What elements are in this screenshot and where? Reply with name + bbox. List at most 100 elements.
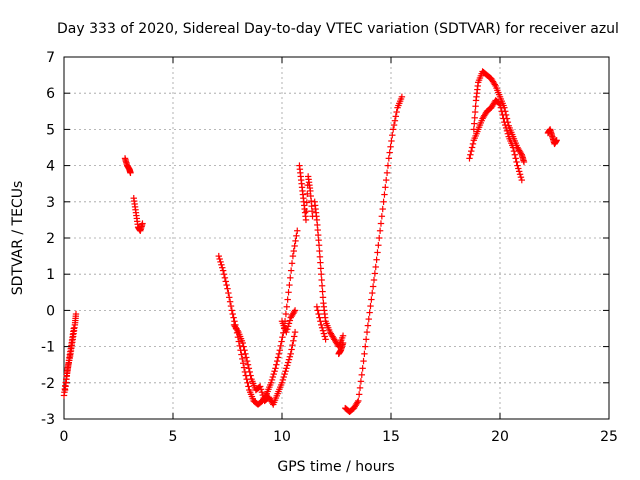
data-point (286, 281, 293, 289)
data-point (284, 326, 291, 333)
data-point (242, 350, 249, 358)
data-point (226, 294, 233, 301)
data-point (316, 253, 324, 261)
data-point (469, 140, 477, 148)
data-point (468, 147, 475, 155)
data-point (227, 302, 235, 310)
data-point (355, 391, 363, 398)
data-point (318, 276, 325, 284)
data-point (383, 169, 391, 177)
data-point (291, 333, 298, 340)
data-point (284, 323, 292, 330)
data-point (282, 310, 290, 318)
data-point (516, 171, 524, 178)
data-point (279, 333, 286, 341)
data-point (322, 336, 329, 343)
data-point (362, 343, 369, 350)
data-point (219, 267, 227, 274)
data-point (238, 351, 245, 358)
data-point (385, 155, 393, 162)
data-point (387, 143, 394, 150)
data-point (472, 103, 479, 110)
y-tick-label: 2 (46, 231, 55, 247)
data-point (244, 379, 251, 386)
data-point (285, 289, 292, 296)
data-point (70, 325, 78, 332)
y-tick-label: 5 (46, 122, 55, 138)
data-point (388, 137, 395, 145)
axis-ticks: 0 5 10 15 20 25 -3 -2 -1 0 1 2 3 4 5 6 7 (41, 50, 618, 445)
data-point (286, 353, 294, 360)
data-point (518, 176, 525, 184)
data-point (283, 365, 290, 372)
data-point (294, 227, 301, 234)
data-point (363, 328, 371, 336)
data-point (390, 121, 398, 129)
data-points (60, 68, 560, 415)
data-point (504, 130, 512, 137)
data-point (313, 303, 321, 310)
data-point (220, 271, 228, 278)
data-point (285, 320, 293, 327)
data-point (286, 317, 294, 324)
data-point (293, 232, 300, 240)
x-axis-label: GPS time / hours (277, 459, 394, 475)
data-point (316, 314, 323, 321)
data-point (224, 285, 231, 292)
data-point (247, 372, 254, 379)
data-point (383, 176, 390, 184)
data-point (274, 357, 281, 365)
data-point (377, 220, 385, 227)
data-point (283, 303, 290, 310)
data-point (304, 190, 311, 198)
data-point (284, 359, 292, 366)
data-point (290, 247, 297, 255)
data-point (504, 118, 512, 126)
data-point (272, 365, 279, 372)
data-point (369, 289, 376, 297)
data-point (373, 256, 380, 263)
data-point (359, 365, 366, 372)
data-point (371, 270, 379, 277)
data-point (314, 307, 321, 314)
data-point (287, 350, 294, 358)
y-tick-label: -3 (41, 412, 55, 428)
data-point (246, 368, 253, 376)
x-tick-label: 15 (382, 429, 400, 445)
data-point (240, 343, 247, 350)
data-point (219, 264, 226, 271)
data-point (218, 261, 225, 268)
data-point (553, 137, 560, 144)
data-point (289, 341, 296, 349)
data-point (319, 294, 327, 301)
data-point (315, 310, 322, 318)
data-point (234, 327, 241, 334)
data-point (269, 373, 277, 381)
y-tick-label: 0 (46, 303, 55, 319)
data-point (239, 360, 247, 367)
data-point (513, 158, 520, 166)
data-point (273, 361, 280, 368)
x-tick-label: 5 (169, 429, 178, 445)
data-point (302, 216, 310, 224)
data-point (279, 376, 287, 384)
data-point (240, 364, 248, 371)
data-point (303, 199, 311, 206)
y-tick-label: 7 (46, 50, 55, 66)
data-point (361, 350, 368, 358)
data-point (502, 111, 510, 119)
data-point (471, 120, 478, 127)
data-point (386, 149, 393, 156)
data-point (225, 289, 232, 297)
data-point (318, 321, 325, 329)
chart-title: Day 333 of 2020, Sidereal Day-to-day VTE… (57, 21, 619, 37)
data-point (380, 198, 387, 205)
data-point (277, 342, 284, 350)
data-point (381, 191, 388, 198)
data-point (501, 104, 508, 111)
data-point (355, 397, 362, 405)
data-point (374, 249, 381, 256)
data-point (274, 354, 282, 361)
data-point (471, 114, 478, 122)
data-point (491, 81, 498, 88)
